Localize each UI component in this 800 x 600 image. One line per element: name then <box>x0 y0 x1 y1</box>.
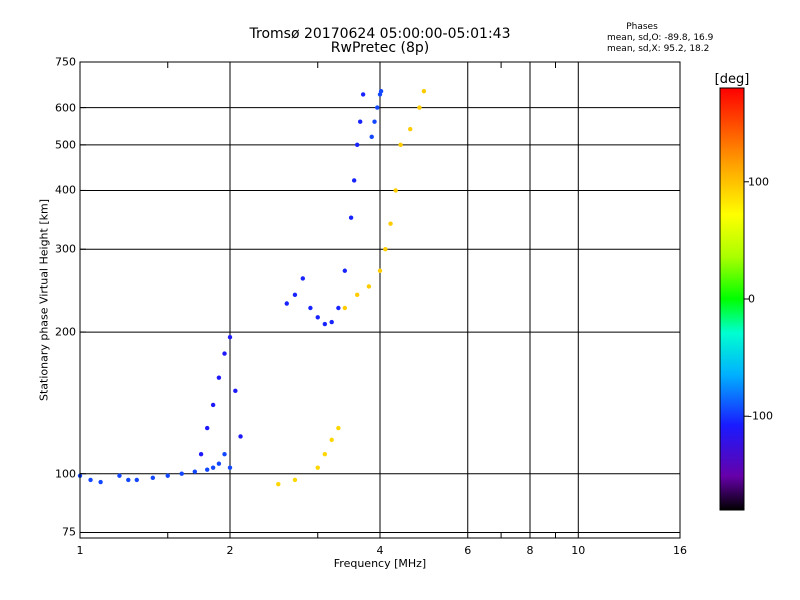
data-point <box>354 142 360 148</box>
data-point <box>342 305 348 311</box>
data-point <box>322 321 328 327</box>
data-point <box>204 425 210 431</box>
data-point <box>216 375 222 380</box>
data-point <box>300 276 306 281</box>
data-point <box>329 319 334 325</box>
data-point <box>375 105 380 110</box>
data-point <box>393 188 398 193</box>
data-point <box>233 388 238 394</box>
colorbar-tick-label: 100 <box>748 175 769 189</box>
data-point <box>216 461 222 466</box>
data-point <box>210 402 216 408</box>
phases-x-stats: mean, sd,X: 95.2, 18.2 <box>607 44 710 54</box>
data-point <box>88 477 93 483</box>
y-tick-label: 300 <box>55 242 76 256</box>
data-point <box>369 134 374 140</box>
data-point <box>210 465 216 470</box>
data-point <box>150 475 156 481</box>
data-point <box>388 221 393 226</box>
x-tick-label: 6 <box>464 544 472 557</box>
data-point <box>372 119 377 124</box>
data-point <box>134 477 139 483</box>
y-tick-label: 400 <box>55 183 76 197</box>
x-tick-label: 4 <box>376 544 384 557</box>
data-point <box>165 473 170 478</box>
data-point <box>238 434 243 439</box>
data-point <box>336 305 341 311</box>
data-point <box>315 315 320 320</box>
chart-title: Tromsø 20170624 05:00:00-05:01:43 <box>249 26 511 42</box>
data-point <box>204 467 210 472</box>
data-point <box>417 105 422 110</box>
x-tick-label: 2 <box>226 544 234 557</box>
y-tick-label: 500 <box>55 138 76 152</box>
x-tick-label: 16 <box>673 544 687 557</box>
ticks <box>80 61 556 538</box>
data-point <box>329 437 334 443</box>
data-point <box>351 178 357 183</box>
data-point <box>276 481 281 487</box>
data-point <box>227 465 233 470</box>
colorbar-tick-label: 0 <box>748 292 755 306</box>
phases-title: Phases <box>626 22 658 32</box>
data-point <box>383 247 388 252</box>
x-axis-label: Frequency [MHz] <box>333 557 427 570</box>
y-axis-label: Stationary phase Virtual Height [km] <box>37 198 51 402</box>
y-tick-label: 200 <box>55 325 76 339</box>
data-point <box>179 471 184 476</box>
data-point <box>408 126 413 132</box>
data-point <box>227 335 233 340</box>
x-tick-label: 1 <box>76 544 84 557</box>
colorbar-tick-label: -100 <box>748 409 773 423</box>
data-point <box>198 452 204 457</box>
y-tick-label: 600 <box>55 101 76 115</box>
data-point <box>292 292 298 298</box>
data-point <box>192 469 198 474</box>
data-point <box>315 465 320 470</box>
data-point <box>354 292 360 298</box>
grid <box>80 62 680 538</box>
chart-subtitle: RwPretec (8p) <box>330 40 430 56</box>
data-point <box>308 305 313 311</box>
data-point <box>421 89 427 94</box>
data-point <box>292 477 298 483</box>
phases-o-stats: mean, sd,O: -89.8, 16.9 <box>607 33 714 43</box>
data-point <box>366 284 372 289</box>
y-tick-label: 100 <box>55 467 76 481</box>
data-point <box>360 92 366 97</box>
data-point <box>378 89 384 94</box>
data-point <box>377 268 383 273</box>
data-point <box>342 268 348 273</box>
colorbar-label: [deg] <box>714 72 750 87</box>
colorbar <box>719 87 745 511</box>
y-tick-label: 75 <box>62 525 76 539</box>
data-point <box>222 351 227 356</box>
data-point <box>398 142 403 148</box>
y-tick-label: 750 <box>55 55 76 69</box>
colorbar-ticks <box>744 181 749 417</box>
data-point <box>348 215 354 220</box>
x-tick-label: 8 <box>526 544 534 557</box>
data-point <box>126 477 131 483</box>
data-point <box>336 425 341 431</box>
data-points <box>77 89 427 487</box>
x-tick-label: 10 <box>571 544 586 557</box>
plot-frame <box>79 61 681 539</box>
data-point <box>284 301 289 306</box>
data-point <box>222 452 227 457</box>
data-point <box>98 479 103 485</box>
data-point <box>117 473 122 478</box>
data-point <box>357 119 363 124</box>
data-point <box>322 452 328 457</box>
